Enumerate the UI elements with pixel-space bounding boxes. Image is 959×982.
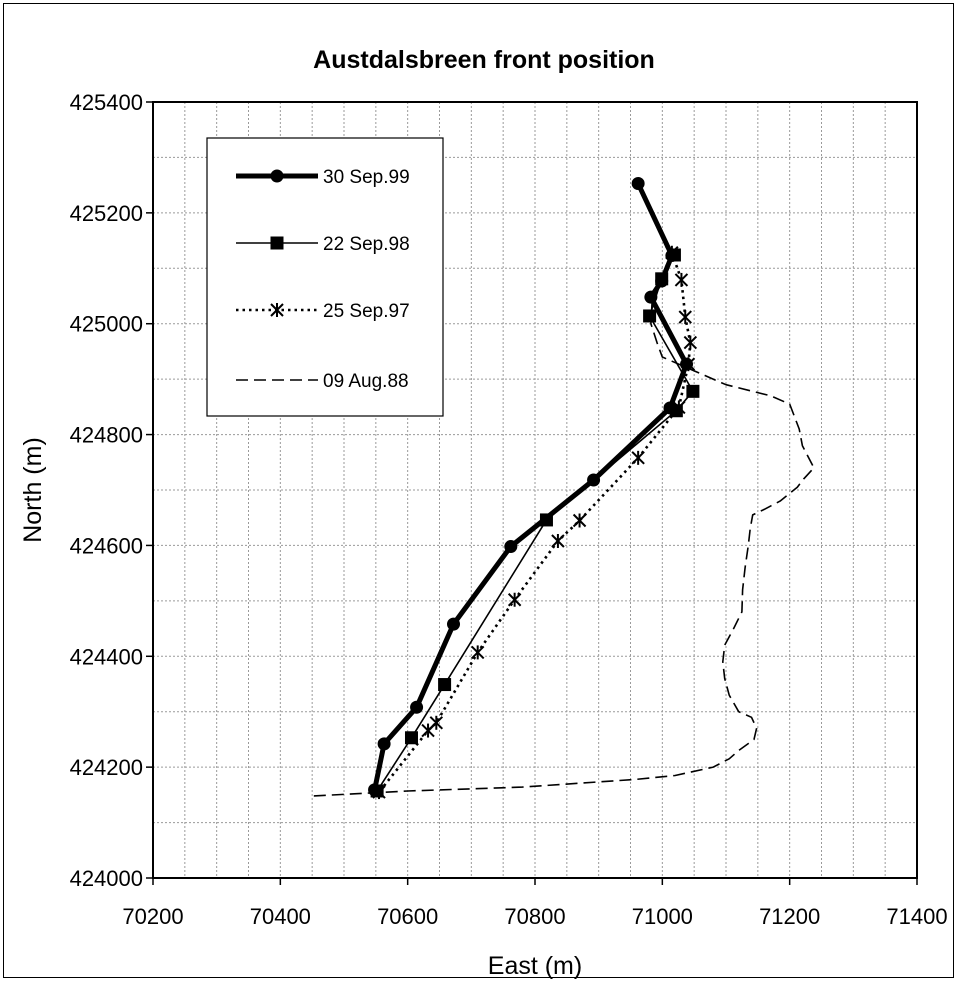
data-point — [663, 401, 677, 415]
legend-item: 25 Sep.97 — [236, 301, 410, 322]
legend-marker — [270, 303, 284, 317]
y-tick-label: 424600 — [70, 533, 143, 558]
x-tick-label: 71400 — [886, 904, 947, 929]
data-point — [377, 737, 391, 751]
y-tick-label: 425000 — [70, 312, 143, 337]
data-point — [504, 540, 518, 554]
data-point — [655, 274, 669, 288]
y-tick-label: 424800 — [70, 423, 143, 448]
y-tick-label: 424400 — [70, 644, 143, 669]
legend-marker — [270, 236, 284, 250]
series-09-aug-88 — [312, 263, 815, 797]
y-tick-label: 424200 — [70, 755, 143, 780]
data-point — [643, 309, 657, 323]
data-point — [572, 513, 587, 528]
legend-label: 30 Sep.99 — [323, 167, 410, 188]
data-point — [665, 249, 679, 263]
legend-box — [206, 137, 444, 417]
legend-marker — [270, 169, 284, 183]
legend-item: 30 Sep.99 — [236, 167, 410, 188]
data-point — [421, 723, 435, 738]
x-tick-label: 70400 — [250, 904, 311, 929]
legend-label: 09 Aug.88 — [323, 371, 409, 392]
data-point — [686, 384, 700, 398]
y-tick-label: 425200 — [70, 201, 143, 226]
x-tick-label: 70600 — [377, 904, 438, 929]
data-point — [410, 700, 424, 714]
x-tick-labels: 70200 70400 70600 70800 71000 71200 71400 — [122, 878, 948, 929]
data-point — [631, 176, 645, 190]
series-line — [312, 263, 815, 797]
y-tick-label: 424000 — [70, 866, 143, 891]
legend-item: 09 Aug.88 — [236, 371, 409, 392]
data-point — [587, 473, 601, 487]
data-point — [683, 335, 698, 350]
legend-item: 22 Sep.98 — [236, 234, 410, 255]
chart-title: Austdalsbreen front position — [313, 46, 655, 74]
chart-frame — [3, 3, 954, 978]
y-tick-labels: 424000 424200 424400 424600 424800 425000 4252… — [70, 90, 153, 891]
data-point — [438, 678, 452, 692]
data-point — [680, 357, 694, 371]
series-30-sep-99 — [368, 176, 694, 797]
series-layer — [312, 176, 815, 800]
y-axis-label: North (m) — [19, 437, 47, 543]
data-point — [507, 592, 522, 607]
grid — [153, 102, 917, 878]
data-point — [631, 450, 645, 465]
legend-label: 25 Sep.97 — [323, 301, 410, 322]
data-point — [368, 783, 382, 797]
x-tick-label: 71000 — [632, 904, 693, 929]
data-point — [551, 533, 565, 548]
x-tick-label: 70800 — [504, 904, 565, 929]
data-point — [404, 731, 418, 745]
data-point — [674, 272, 689, 287]
x-tick-label: 71200 — [759, 904, 820, 929]
data-point — [447, 617, 461, 631]
data-point — [644, 290, 658, 304]
x-axis-label: East (m) — [488, 952, 582, 980]
legend-label: 22 Sep.98 — [323, 234, 410, 255]
legend: 30 Sep.99 22 Sep.98 25 Sep.97 09 Aug.88 — [206, 137, 444, 417]
x-tick-label: 70200 — [122, 904, 183, 929]
data-point — [678, 310, 692, 325]
y-tick-label: 425400 — [70, 90, 143, 115]
data-point — [470, 645, 485, 660]
